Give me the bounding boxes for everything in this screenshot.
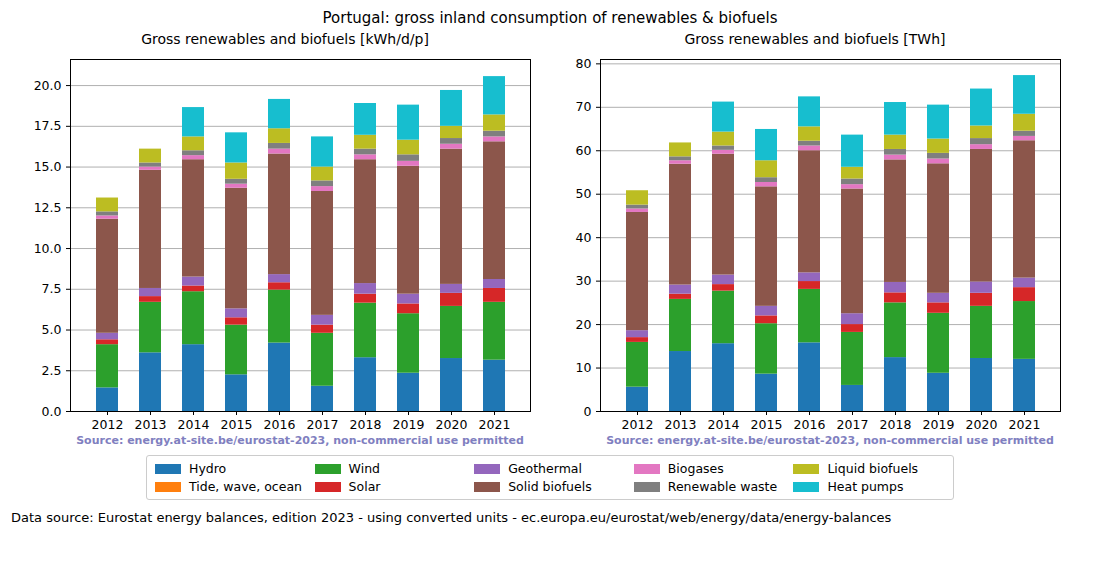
svg-text:80: 80 xyxy=(576,56,592,71)
svg-text:20: 20 xyxy=(576,317,592,332)
svg-text:2019: 2019 xyxy=(923,417,955,432)
html-text:Solid biofuels: Solid biofuels xyxy=(508,479,592,494)
html-text:Data source: Eurostat energy b: Data source: Eurostat energy balances, e… xyxy=(11,510,892,525)
svg-text:2021: 2021 xyxy=(479,417,511,432)
svg-text:2021: 2021 xyxy=(1009,417,1041,432)
html-text:Renewable waste: Renewable waste xyxy=(667,479,778,494)
svg-text:20.0: 20.0 xyxy=(34,78,62,93)
svg-text:2015: 2015 xyxy=(751,417,783,432)
svg-text:2013: 2013 xyxy=(665,417,697,432)
svg-text:2016: 2016 xyxy=(264,417,296,432)
svg-text:2017: 2017 xyxy=(307,417,339,432)
svg-text:2014: 2014 xyxy=(178,417,210,432)
svg-text:2012: 2012 xyxy=(622,417,654,432)
svg-text:7.5: 7.5 xyxy=(42,281,62,296)
html-text:Hydro: Hydro xyxy=(189,461,227,476)
svg-text:60: 60 xyxy=(576,143,592,158)
svg-text:15.0: 15.0 xyxy=(34,159,62,174)
html-text:Biogases: Biogases xyxy=(667,461,724,476)
svg-text:2018: 2018 xyxy=(350,417,382,432)
svg-text:10: 10 xyxy=(576,360,592,375)
svg-text:12.5: 12.5 xyxy=(34,200,62,215)
svg-text:2020: 2020 xyxy=(436,417,468,432)
html-text:Gross renewables and biofuels: Gross renewables and biofuels [kWh/d/p] xyxy=(141,31,429,47)
svg-text:2016: 2016 xyxy=(794,417,826,432)
html-text:Tide, wave, ocean: Tide, wave, ocean xyxy=(189,479,302,494)
svg-text:2020: 2020 xyxy=(966,417,998,432)
html-text:Geothermal: Geothermal xyxy=(508,461,582,476)
svg-text:17.5: 17.5 xyxy=(34,118,62,133)
svg-text:2015: 2015 xyxy=(221,417,253,432)
svg-text:2.5: 2.5 xyxy=(42,363,62,378)
html-text:Source: energy.at-site.be/euro: Source: energy.at-site.be/eurostat-2023,… xyxy=(606,434,1054,447)
svg-text:50: 50 xyxy=(576,186,592,201)
svg-text:2018: 2018 xyxy=(880,417,912,432)
svg-text:0: 0 xyxy=(584,404,592,419)
svg-text:40: 40 xyxy=(576,230,592,245)
html-text:Heat pumps: Heat pumps xyxy=(827,479,904,494)
html-text:Source: energy.at-site.be/euro: Source: energy.at-site.be/eurostat-2023,… xyxy=(76,434,524,447)
svg-text:2017: 2017 xyxy=(837,417,869,432)
html-text:Gross renewables and biofuels: Gross renewables and biofuels [TWh] xyxy=(684,31,946,47)
html-text:Solar: Solar xyxy=(348,479,381,494)
svg-text:2012: 2012 xyxy=(92,417,124,432)
svg-text:2014: 2014 xyxy=(708,417,740,432)
svg-text:0.0: 0.0 xyxy=(42,404,62,419)
html-text:Wind: Wind xyxy=(348,461,380,476)
svg-text:2013: 2013 xyxy=(135,417,167,432)
svg-text:70: 70 xyxy=(576,99,592,114)
html-text:Liquid biofuels: Liquid biofuels xyxy=(827,461,919,476)
svg-text:5.0: 5.0 xyxy=(42,322,62,337)
html-text:Portugal: gross inland consump: Portugal: gross inland consumption of re… xyxy=(322,9,778,27)
svg-text:2019: 2019 xyxy=(393,417,425,432)
svg-text:10.0: 10.0 xyxy=(34,241,62,256)
svg-text:30: 30 xyxy=(576,273,592,288)
